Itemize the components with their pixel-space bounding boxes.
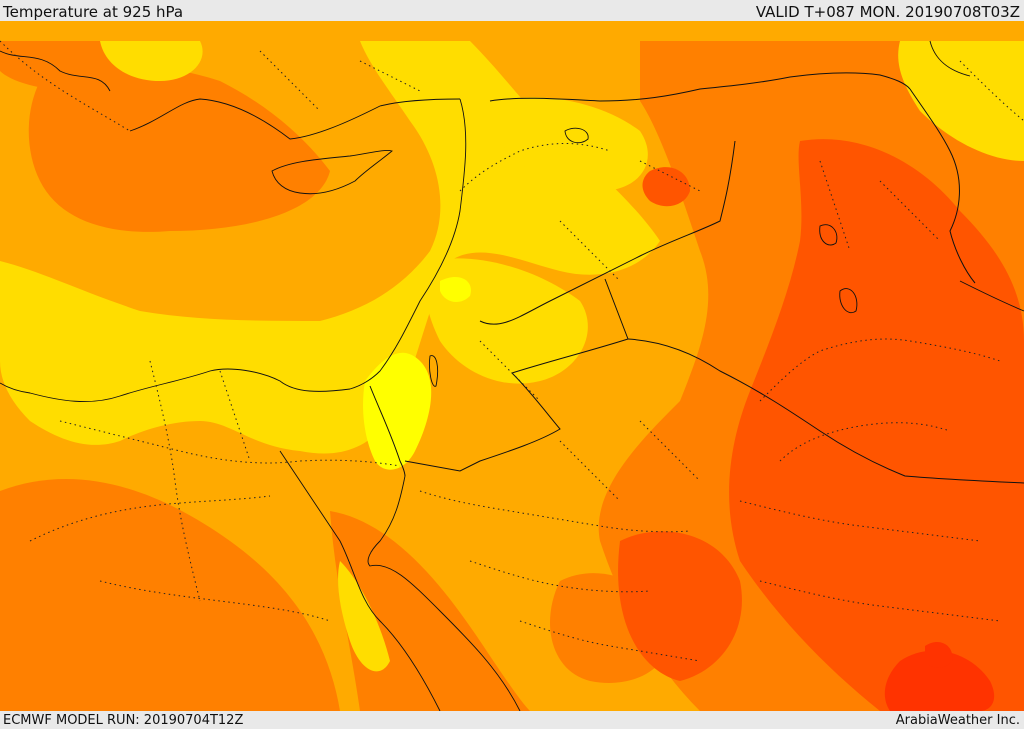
- temperature-map: [0, 21, 1024, 711]
- dotted-borders: [0, 40, 1024, 662]
- red-zones: [884, 641, 995, 711]
- map-footer: ECMWF MODEL RUN: 20190704T12Z ArabiaWeat…: [0, 711, 1024, 729]
- map-title: Temperature at 925 hPa: [3, 3, 184, 21]
- valid-time: VALID T+087 MON. 20190708T03Z: [755, 3, 1020, 21]
- dark-orange-zones: [618, 139, 1024, 711]
- coastlines: [0, 40, 1024, 711]
- solid-borders: [369, 72, 1024, 484]
- model-run-label: ECMWF MODEL RUN: 20190704T12Z: [3, 713, 244, 728]
- bright-yellow-zones: [363, 276, 471, 470]
- credit-label: ArabiaWeather Inc.: [895, 713, 1020, 728]
- map-header: Temperature at 925 hPa VALID T+087 MON. …: [0, 0, 1024, 21]
